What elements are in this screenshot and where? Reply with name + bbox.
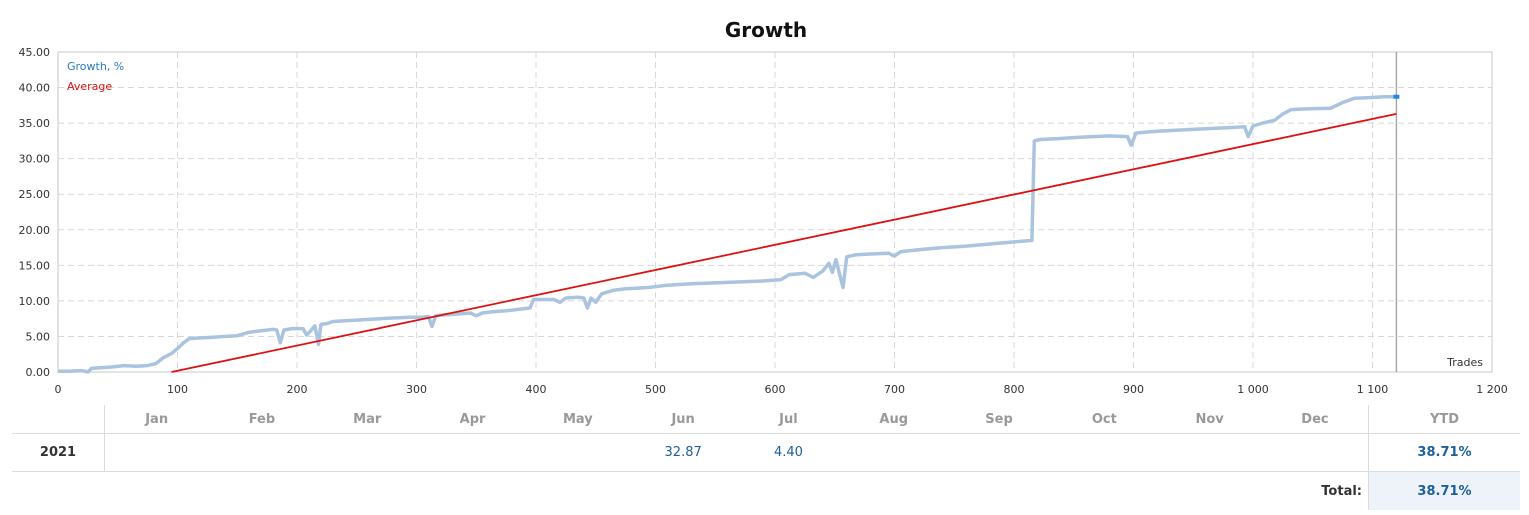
x-tick-label: 900 [1123,383,1144,396]
year-label: 2021 [39,444,77,460]
x-tick-label: 800 [1004,383,1025,396]
y-tick-label: 5.00 [26,330,51,343]
month-value-jun: 32.87 [664,444,702,460]
series-line-growth [58,94,1397,374]
x-tick-label: 0 [55,383,62,396]
ytd-value: 38.71% [1417,444,1472,460]
y-tick-label: 25.00 [19,188,51,201]
total-label: Total: [1321,483,1362,499]
month-header-jun: Jun [671,411,695,427]
total-background [1369,472,1520,510]
column-divider [104,405,105,471]
y-tick-label: 10.00 [19,295,51,308]
month-header-nov: Nov [1195,411,1224,427]
x-tick-label: 100 [167,383,188,396]
month-header-aug: Aug [879,411,909,427]
x-tick-label: 400 [526,383,547,396]
month-header-sep: Sep [985,411,1013,427]
y-tick-label: 45.00 [19,46,51,59]
table-header-row: Jan Feb Mar Apr May Jun Jul Aug Sep Oct Nov Dec YTD [12,405,1520,434]
legend-average: Average [67,80,112,93]
y-axis-ticks: 0.00 5.00 10.00 15.00 20.00 25.00 30.00 35.00 40… [19,46,51,379]
total-value: 38.71% [1417,483,1472,499]
month-header-apr: Apr [459,411,486,427]
y-tick-label: 20.00 [19,224,51,237]
y-tick-label: 35.00 [19,117,51,130]
x-tick-label: 300 [406,383,427,396]
x-axis-ticks: 0 100 200 300 400 500 600 700 800 900 1 000 1 100 1 … [55,383,1508,396]
x-tick-label: 700 [884,383,905,396]
series-layer [58,94,1397,374]
y-tick-label: 0.00 [26,366,51,379]
x-tick-label: 1 200 [1476,383,1508,396]
x-tick-label: 500 [645,383,666,396]
table-row: 2021 32.87 4.40 38.71% [12,433,1520,472]
y-tick-label: 15.00 [19,259,51,272]
month-header-dec: Dec [1301,411,1329,427]
month-header-jul: Jul [779,411,798,427]
ytd-header: YTD [1429,411,1460,427]
month-header-oct: Oct [1091,411,1117,427]
series-line-average [171,113,1397,373]
y-tick-label: 40.00 [19,82,51,95]
x-axis-label: Trades [1446,356,1483,369]
month-header-mar: Mar [353,411,382,427]
grid-lines [58,52,1492,372]
chart-title: Growth [725,18,807,42]
column-divider [1368,405,1369,510]
growth-chart: Growth 0.00 5.00 10.00 15.00 20.00 25.00 30.00… [19,18,1508,396]
month-header-feb: Feb [248,411,276,427]
y-tick-label: 30.00 [19,153,51,166]
x-tick-label: 1 100 [1357,383,1389,396]
end-point-marker [1393,94,1400,99]
month-header-may: May [562,411,593,427]
x-tick-label: 600 [765,383,786,396]
x-tick-label: 1 000 [1237,383,1269,396]
total-row: Total: 38.71% [12,472,1520,510]
month-value-jul: 4.40 [773,444,803,460]
legend-growth: Growth, % [67,60,124,73]
month-header-jan: Jan [145,411,169,427]
x-tick-label: 200 [287,383,308,396]
